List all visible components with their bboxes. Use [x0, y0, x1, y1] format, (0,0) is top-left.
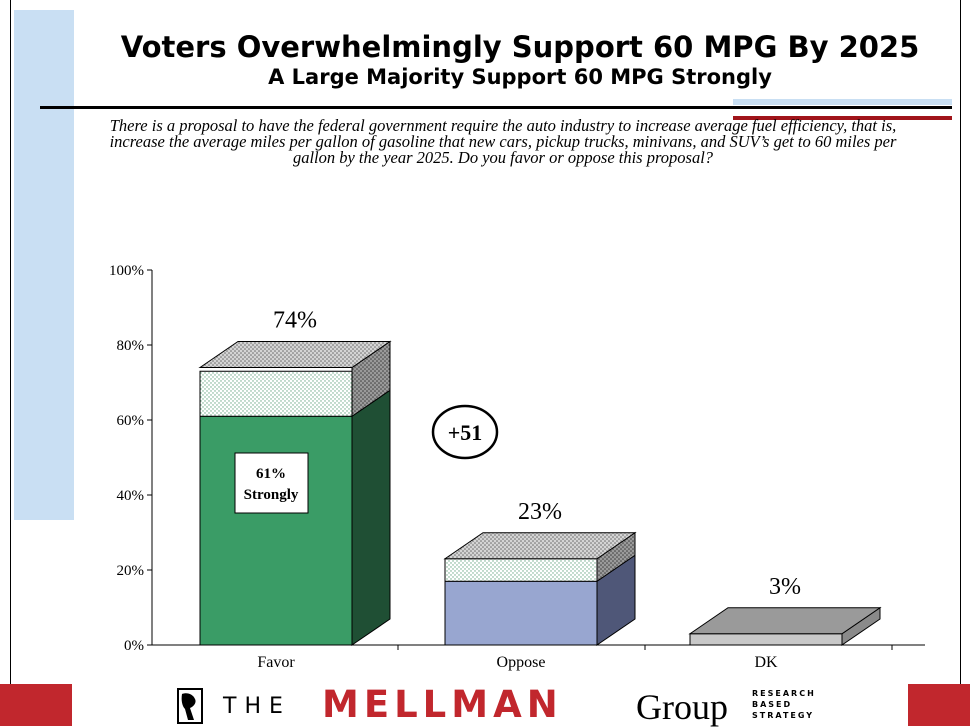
slide-subtitle: A Large Majority Support 60 MPG Strongly	[268, 65, 772, 89]
bar-total-label: 74%	[273, 308, 317, 334]
logo-group-text: Group	[636, 687, 728, 727]
strongly-label-text: Strongly	[244, 487, 299, 503]
bar-top-face	[688, 607, 882, 635]
mellman-logo-icon	[177, 688, 203, 724]
survey-question: There is a proposal to have the federal …	[109, 116, 897, 167]
y-tick-label: 40%	[117, 488, 145, 504]
title-rule-red	[733, 116, 952, 120]
bar-total-label: 3%	[769, 574, 801, 600]
bar-chart: 0% 20% 40% 60% 80% 100% 74% Favor 23% Oppose 3% DK 6…	[109, 263, 925, 671]
y-tick-label: 0%	[124, 638, 144, 654]
side-accent-band	[14, 10, 74, 520]
category-label: DK	[754, 654, 778, 671]
footer	[0, 684, 970, 726]
bar-side-strongly	[351, 389, 391, 646]
bar-segment-strongly	[199, 415, 353, 646]
title-rule-black	[40, 106, 952, 109]
margin-badge-circle	[431, 404, 499, 460]
logo-tag-line-3: STRATEGY	[752, 711, 815, 720]
bar-segment-strongly	[689, 633, 843, 646]
title-rule-blue	[733, 99, 952, 105]
logo-tag-line-1: RESEARCH	[752, 689, 816, 698]
logo-tag-line-2: BASED	[752, 700, 793, 709]
category-label: Oppose	[497, 654, 546, 671]
y-tick-label: 20%	[117, 563, 145, 579]
bar-segment-strongly	[444, 580, 598, 646]
logo-brand-text: MELLMAN	[322, 683, 563, 726]
strongly-label-box	[234, 452, 309, 514]
bar-top-face	[443, 532, 637, 560]
frame-right-line	[960, 0, 961, 684]
bar-top-face	[198, 341, 392, 368]
strongly-label-value: 61%	[256, 466, 286, 482]
bar-segment-somewhat	[444, 558, 598, 582]
y-tick-label: 100%	[109, 263, 144, 279]
bar-segment-somewhat	[199, 370, 353, 417]
slide-title: Voters Overwhelmingly Support 60 MPG By …	[120, 30, 920, 64]
category-label: Favor	[257, 654, 295, 671]
logo-the-text: THE	[223, 694, 291, 719]
footer-red-left	[0, 684, 72, 726]
y-tick-label: 60%	[117, 413, 145, 429]
bar-total-label: 23%	[518, 499, 562, 525]
y-tick-label: 80%	[117, 338, 145, 354]
margin-badge-value: +51	[448, 420, 483, 445]
frame-left-line	[10, 0, 11, 684]
footer-red-right	[908, 684, 970, 726]
logo-tagline: RESEARCH BASED STRATEGY	[752, 688, 816, 721]
